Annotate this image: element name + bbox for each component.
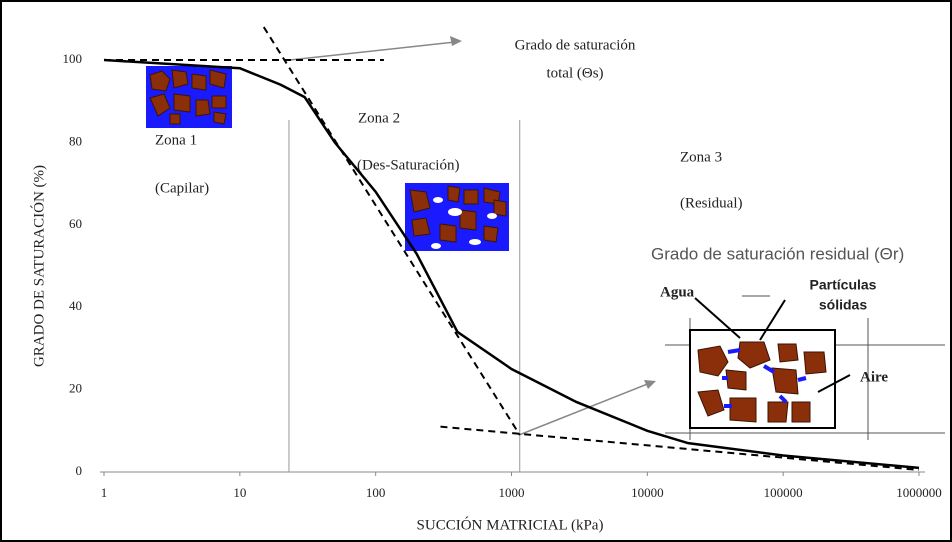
annotation: (Capilar) xyxy=(155,180,209,196)
y-axis-label: GRADO DE SATURACIÓN (%) xyxy=(30,165,47,367)
annotation: Partículas xyxy=(810,277,877,293)
annotation: (Des-Saturación) xyxy=(357,157,459,173)
soil-image-saturated xyxy=(146,66,232,128)
y-tick-label: 60 xyxy=(69,216,82,231)
x-tick-label: 10 xyxy=(233,485,246,500)
y-tick-label: 100 xyxy=(63,51,83,66)
y-tick-label: 40 xyxy=(69,298,82,313)
x-tick-label: 1000000 xyxy=(896,485,942,500)
x-tick-label: 100 xyxy=(366,485,386,500)
annotation: sólidas xyxy=(819,297,867,313)
chart: GRADO DE SATURACIÓN (%) SUCCIÓN MATRICIA… xyxy=(0,0,952,542)
y-tick-label: 80 xyxy=(69,133,82,148)
x-tick-label: 1000 xyxy=(499,485,525,500)
frame xyxy=(1,1,951,541)
x-tick-label: 10000 xyxy=(631,485,664,500)
annotation: Aire xyxy=(860,369,888,385)
soil-image-desaturation xyxy=(405,183,509,251)
x-tick-label: 100000 xyxy=(764,485,803,500)
annotation: Grado de saturación xyxy=(515,37,636,53)
x-tick-label: 1 xyxy=(101,485,108,500)
y-tick-label: 20 xyxy=(69,381,82,396)
x-axis-label: SUCCIÓN MATRICIAL (kPa) xyxy=(417,516,604,533)
y-tick-label: 0 xyxy=(76,463,83,478)
annotation: Grado de saturación residual (Θr) xyxy=(651,244,904,263)
annotation: Agua xyxy=(660,284,695,300)
annotation: Zona 1 xyxy=(155,132,197,148)
annotation: Zona 2 xyxy=(358,110,400,126)
annotation: Zona 3 xyxy=(680,149,722,165)
annotation: (Residual) xyxy=(680,195,742,211)
annotation: total (Θs) xyxy=(546,65,603,81)
